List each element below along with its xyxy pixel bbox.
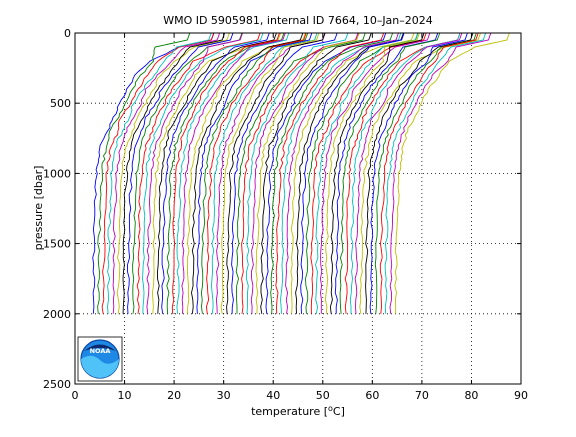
profile-line	[324, 32, 420, 314]
profile-line	[349, 32, 461, 314]
profile-line	[127, 32, 234, 314]
x-axis-label: temperature [oC]	[251, 404, 345, 418]
profile-line	[196, 32, 313, 314]
profile-line	[295, 32, 404, 314]
profile-line	[101, 32, 215, 314]
profile-line	[339, 32, 441, 314]
profile-line	[280, 32, 402, 314]
y-tick-label: 500	[50, 97, 71, 110]
profile-line	[97, 32, 191, 314]
profile-line	[379, 32, 479, 314]
profile-line	[250, 32, 359, 314]
profile-line	[112, 32, 221, 314]
y-tick-label: 1000	[43, 167, 71, 180]
x-tick-label: 10	[118, 389, 132, 402]
profile-line	[215, 32, 326, 314]
profile-line	[107, 32, 212, 314]
profile-line	[384, 32, 487, 314]
x-tick-label: 0	[72, 389, 79, 402]
profile-line	[122, 32, 226, 314]
profile-line	[186, 32, 306, 314]
profile-line	[290, 32, 415, 314]
y-tick-label: 2000	[43, 308, 71, 321]
profile-line	[181, 32, 286, 314]
profile-line	[359, 32, 481, 314]
profile-line	[231, 32, 338, 314]
profile-line	[171, 32, 280, 314]
x-tick-label: 30	[217, 389, 231, 402]
noaa-logo: NOAA	[77, 336, 123, 382]
profile-line	[369, 32, 468, 314]
grid	[75, 33, 521, 384]
profile-line	[374, 32, 477, 314]
profile-line	[92, 32, 215, 314]
x-axis: 0 10 20 30 40 50 60 70 80 90	[72, 33, 528, 402]
profile-line	[344, 32, 461, 314]
profile-line	[260, 32, 372, 314]
profile-line	[245, 32, 349, 314]
profile-line	[166, 32, 285, 314]
profile-line	[241, 32, 360, 314]
profile-line	[265, 32, 387, 314]
x-tick-label: 60	[365, 389, 379, 402]
x-tick-label: 70	[415, 389, 429, 402]
profile-line	[365, 32, 474, 314]
y-tick-label: 0	[64, 27, 71, 40]
profile-line	[270, 32, 394, 314]
profile-line	[176, 32, 290, 314]
x-tick-label: 20	[167, 389, 181, 402]
logo-text: NOAA	[90, 347, 111, 355]
profile-line	[354, 32, 463, 314]
profile-line	[275, 32, 385, 314]
y-axis-label: pressure [dbar]	[32, 166, 45, 251]
profile-line	[211, 32, 318, 314]
x-tick-label: 80	[464, 389, 478, 402]
profile-line	[226, 32, 326, 314]
profile-line	[132, 32, 243, 314]
profile-line	[191, 32, 304, 314]
profile-line	[157, 32, 277, 314]
logo-wave	[81, 355, 119, 378]
profile-line	[329, 32, 425, 314]
profile-line	[305, 32, 419, 314]
profile-line	[394, 32, 510, 314]
profile-line	[205, 32, 307, 314]
y-tick-label: 1500	[43, 238, 71, 251]
profile-line	[300, 32, 405, 314]
chart-title: WMO ID 5905981, internal ID 7664, 10–Jan…	[163, 14, 433, 27]
profile-line	[161, 32, 270, 314]
profile-line	[389, 32, 492, 314]
profile-line	[220, 32, 320, 314]
x-tick-label: 50	[316, 389, 330, 402]
profile-line	[334, 32, 439, 314]
profile-line	[255, 32, 360, 314]
y-tick-label: 2500	[43, 378, 71, 391]
profile-line	[315, 32, 419, 314]
plot-frame	[74, 32, 522, 385]
x-tick-label: 90	[514, 389, 528, 402]
profile-line	[200, 32, 309, 314]
profile-line	[116, 32, 230, 314]
logo-bird	[84, 344, 116, 351]
profile-line	[285, 32, 399, 314]
profiles	[92, 32, 510, 314]
y-axis: 0 500 1000 1500 2000 2500	[43, 27, 521, 391]
profile-line	[142, 32, 264, 314]
profile-line	[310, 32, 427, 314]
x-tick-label: 40	[266, 389, 280, 402]
profile-line	[146, 32, 244, 314]
